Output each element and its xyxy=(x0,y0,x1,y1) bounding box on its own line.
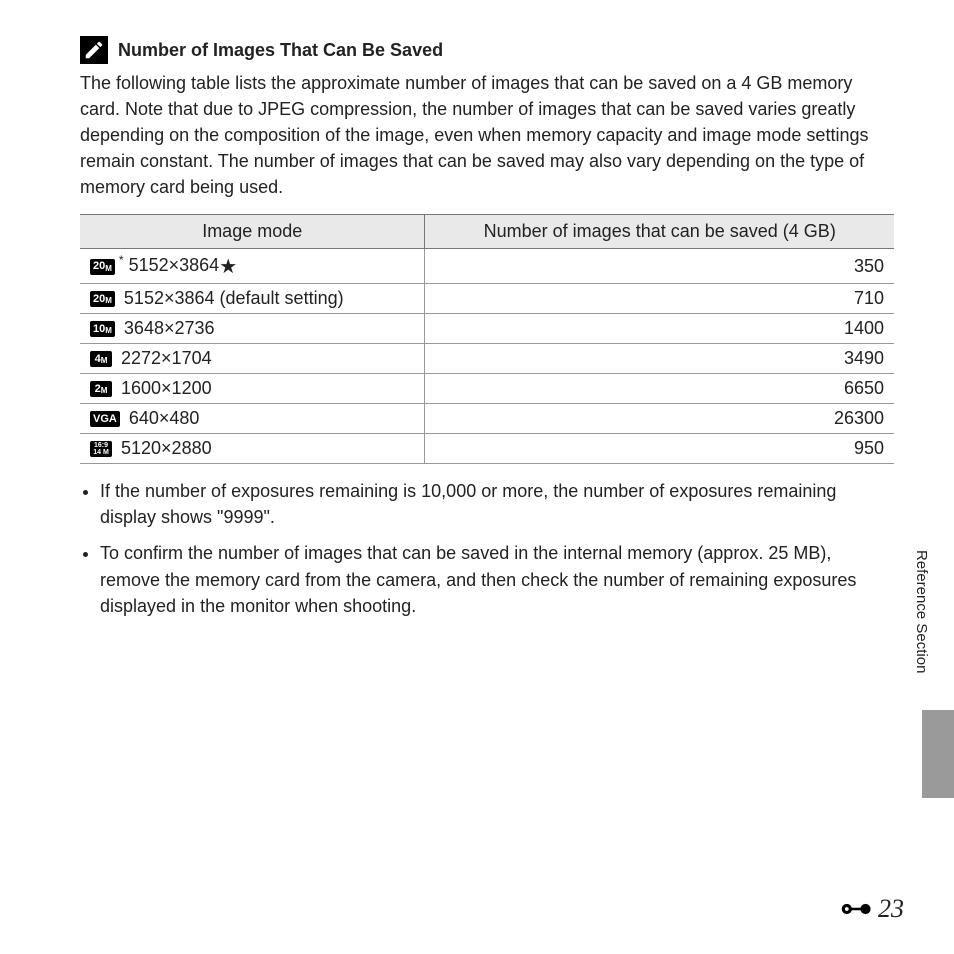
mode-badge-icon: VGA xyxy=(90,411,120,427)
count-cell: 26300 xyxy=(425,404,894,434)
table-row: 10M 3648×27361400 xyxy=(80,314,894,344)
mode-cell: 16:914 M 5120×2880 xyxy=(80,434,425,464)
notes-list: If the number of exposures remaining is … xyxy=(100,478,894,618)
mode-label: 5120×2880 xyxy=(116,438,212,458)
mode-label: 3648×2736 xyxy=(119,318,215,338)
mode-badge-icon: 2M xyxy=(90,381,112,397)
table-row: 20M 5152×3864 (default setting)710 xyxy=(80,284,894,314)
reference-link-icon xyxy=(840,899,874,919)
mode-cell: 20M 5152×3864 (default setting) xyxy=(80,284,425,314)
mode-cell: 10M 3648×2736 xyxy=(80,314,425,344)
intro-paragraph: The following table lists the approximat… xyxy=(80,70,894,200)
count-cell: 950 xyxy=(425,434,894,464)
table-row: 20M* 5152×3864★350 xyxy=(80,249,894,284)
table-row: 2M 1600×12006650 xyxy=(80,374,894,404)
section-heading: Number of Images That Can Be Saved xyxy=(80,36,894,64)
mode-cell: 20M* 5152×3864★ xyxy=(80,249,425,284)
page-number-text: 23 xyxy=(878,894,904,924)
count-cell: 1400 xyxy=(425,314,894,344)
mode-label: 2272×1704 xyxy=(116,348,212,368)
star-icon: ★ xyxy=(219,256,237,278)
manual-page: Number of Images That Can Be Saved The f… xyxy=(0,0,954,669)
mode-label: 1600×1200 xyxy=(116,378,212,398)
table-row: 4M 2272×17043490 xyxy=(80,344,894,374)
pencil-note-icon xyxy=(80,36,108,64)
mode-cell: 2M 1600×1200 xyxy=(80,374,425,404)
col-header-count: Number of images that can be saved (4 GB… xyxy=(425,215,894,249)
mode-badge-icon: 16:914 M xyxy=(90,441,112,457)
mode-cell: VGA 640×480 xyxy=(80,404,425,434)
mode-badge-icon: 10M xyxy=(90,321,115,337)
table-row: VGA 640×48026300 xyxy=(80,404,894,434)
mode-badge-icon: 20M xyxy=(90,291,115,307)
count-cell: 3490 xyxy=(425,344,894,374)
count-cell: 350 xyxy=(425,249,894,284)
mode-badge-icon: 20M xyxy=(90,259,115,275)
side-section-label: Reference Section xyxy=(913,550,930,673)
list-item: If the number of exposures remaining is … xyxy=(100,478,894,530)
table-row: 16:914 M 5120×2880950 xyxy=(80,434,894,464)
side-thumb-tab xyxy=(922,710,954,798)
mode-label: 5152×3864 xyxy=(124,255,220,275)
mode-label: 5152×3864 (default setting) xyxy=(119,288,344,308)
capacity-table: Image mode Number of images that can be … xyxy=(80,214,894,464)
mode-cell: 4M 2272×1704 xyxy=(80,344,425,374)
mode-label: 640×480 xyxy=(124,408,200,428)
col-header-mode: Image mode xyxy=(80,215,425,249)
count-cell: 6650 xyxy=(425,374,894,404)
page-number: 23 xyxy=(840,894,904,924)
list-item: To confirm the number of images that can… xyxy=(100,540,894,618)
mode-badge-icon: 4M xyxy=(90,351,112,367)
count-cell: 710 xyxy=(425,284,894,314)
heading-text: Number of Images That Can Be Saved xyxy=(118,40,443,61)
